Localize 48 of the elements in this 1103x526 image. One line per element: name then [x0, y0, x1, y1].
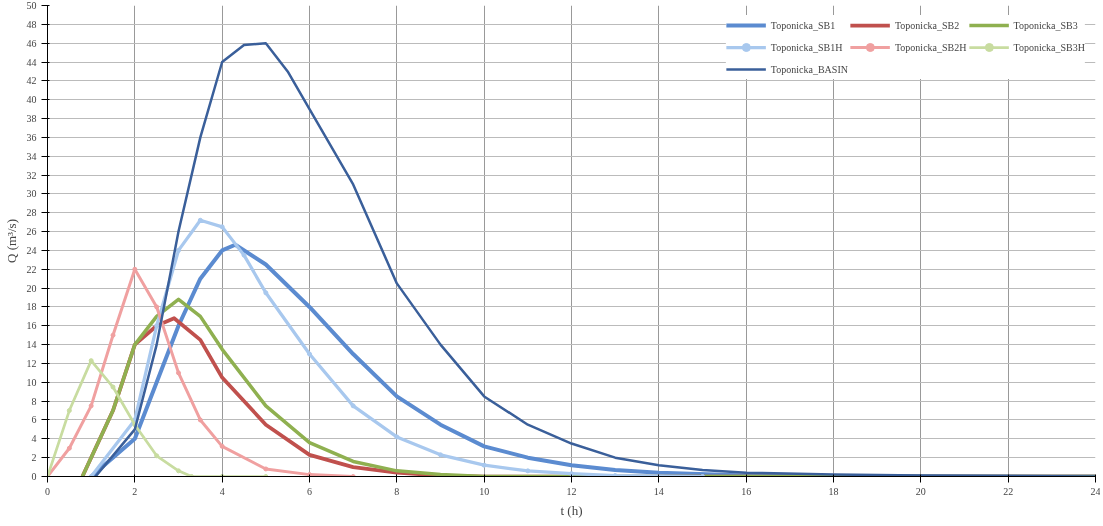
x-tick-label: 18	[828, 485, 839, 497]
y-tick-label: 28	[26, 207, 37, 219]
legend-label: Toponicka_SB1H	[770, 41, 843, 53]
x-tick-label: 20	[915, 485, 926, 497]
y-axis-title: Q (m³/s)	[3, 219, 19, 263]
y-tick-label: 20	[26, 282, 37, 294]
legend-label: Toponicka_SB2H	[894, 41, 967, 53]
y-tick-label: 30	[26, 188, 37, 200]
y-tick-label: 48	[26, 18, 37, 30]
x-tick-label: 12	[566, 485, 577, 497]
y-tick-label: 22	[26, 263, 37, 275]
legend-label: Toponicka_SB3H	[1013, 41, 1085, 53]
x-tick-label: 8	[394, 485, 400, 497]
x-tick-label: 22	[1003, 485, 1014, 497]
y-tick-label: 26	[26, 226, 37, 238]
legend-label: Toponicka_SB1	[770, 19, 836, 31]
y-tick-label: 10	[26, 376, 37, 388]
y-tick-label: 50	[26, 0, 37, 11]
y-tick-label: 36	[26, 131, 37, 143]
y-tick-label: 40	[26, 94, 37, 106]
x-tick-label: 24	[1090, 485, 1101, 497]
y-tick-label: 18	[26, 301, 37, 313]
y-tick-label: 24	[26, 244, 37, 256]
y-tick-label: 16	[26, 320, 37, 332]
y-tick-label: 44	[26, 56, 37, 68]
legend-label: Toponicka_SB2	[894, 19, 960, 31]
x-tick-label: 14	[653, 485, 664, 497]
y-tick-label: 14	[26, 339, 37, 351]
y-tick-label: 46	[26, 37, 37, 49]
x-tick-label: 10	[479, 485, 490, 497]
y-tick-label: 2	[31, 452, 37, 464]
y-tick-label: 42	[26, 75, 37, 87]
x-axis-title: t (h)	[560, 502, 583, 518]
y-tick-label: 38	[26, 113, 37, 125]
legend-label: Toponicka_BASIN	[770, 63, 848, 75]
y-tick-label: 32	[26, 169, 37, 181]
x-tick-label: 2	[132, 485, 138, 497]
y-tick-label: 4	[31, 433, 37, 445]
legend-label: Toponicka_SB3	[1013, 19, 1078, 31]
x-tick-label: 6	[307, 485, 312, 497]
x-tick-label: 0	[45, 485, 50, 497]
y-tick-label: 8	[31, 395, 37, 407]
y-tick-label: 0	[31, 471, 37, 482]
x-tick-label: 16	[741, 485, 752, 497]
y-tick-label: 12	[26, 357, 37, 369]
y-tick-label: 34	[26, 150, 37, 162]
y-tick-label: 6	[31, 414, 37, 426]
x-tick-label: 4	[219, 485, 225, 497]
